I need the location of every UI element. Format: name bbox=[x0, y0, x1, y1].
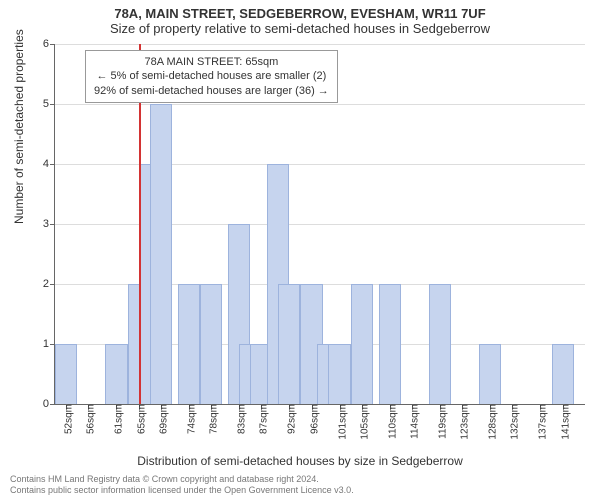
footer-line: Contains public sector information licen… bbox=[10, 485, 354, 496]
xtick-label: 52sqm bbox=[58, 404, 75, 434]
histogram-bar bbox=[351, 284, 373, 404]
annotation-line: ← 5% of semi-detached houses are smaller… bbox=[94, 69, 329, 83]
histogram-chart: 78A, MAIN STREET, SEDGEBERROW, EVESHAM, … bbox=[0, 0, 600, 500]
footer-line: Contains HM Land Registry data © Crown c… bbox=[10, 474, 354, 485]
ytick-label: 5 bbox=[29, 98, 55, 110]
histogram-bar bbox=[105, 344, 127, 404]
ytick-label: 6 bbox=[29, 38, 55, 50]
xtick-label: 83sqm bbox=[231, 404, 248, 434]
histogram-bar bbox=[429, 284, 451, 404]
xtick-label: 105sqm bbox=[353, 404, 370, 440]
xtick-label: 101sqm bbox=[331, 404, 348, 440]
histogram-bar bbox=[55, 344, 77, 404]
annotation-box: 78A MAIN STREET: 65sqm ← 5% of semi-deta… bbox=[85, 50, 338, 103]
xtick-label: 56sqm bbox=[80, 404, 97, 434]
ytick-label: 4 bbox=[29, 158, 55, 170]
xtick-label: 119sqm bbox=[431, 404, 448, 439]
xtick-label: 92sqm bbox=[281, 404, 298, 434]
chart-subtitle: Size of property relative to semi-detach… bbox=[0, 21, 600, 40]
gridline bbox=[55, 44, 585, 45]
gridline bbox=[55, 164, 585, 165]
xtick-label: 87sqm bbox=[253, 404, 270, 434]
histogram-bar bbox=[278, 284, 300, 404]
ytick-label: 2 bbox=[29, 278, 55, 290]
xtick-label: 110sqm bbox=[381, 404, 398, 439]
annotation-line: 78A MAIN STREET: 65sqm bbox=[94, 55, 329, 69]
footer-attribution: Contains HM Land Registry data © Crown c… bbox=[10, 474, 354, 496]
chart-title-address: 78A, MAIN STREET, SEDGEBERROW, EVESHAM, … bbox=[0, 0, 600, 21]
histogram-bar bbox=[200, 284, 222, 404]
xtick-label: 132sqm bbox=[504, 404, 521, 440]
xtick-label: 96sqm bbox=[303, 404, 320, 434]
annotation-line: 92% of semi-detached houses are larger (… bbox=[94, 84, 329, 98]
xtick-label: 61sqm bbox=[108, 404, 125, 434]
x-axis-label: Distribution of semi-detached houses by … bbox=[0, 454, 600, 468]
histogram-bar bbox=[379, 284, 401, 404]
y-axis-label: Number of semi-detached properties bbox=[12, 29, 26, 224]
xtick-label: 123sqm bbox=[454, 404, 471, 440]
histogram-bar bbox=[178, 284, 200, 404]
histogram-bar bbox=[552, 344, 574, 404]
ytick-label: 1 bbox=[29, 338, 55, 350]
xtick-label: 137sqm bbox=[532, 404, 549, 440]
histogram-bar bbox=[150, 104, 172, 404]
gridline bbox=[55, 224, 585, 225]
gridline bbox=[55, 104, 585, 105]
xtick-label: 74sqm bbox=[180, 404, 197, 434]
histogram-bar bbox=[328, 344, 350, 404]
xtick-label: 141sqm bbox=[554, 404, 571, 440]
xtick-label: 128sqm bbox=[482, 404, 499, 440]
ytick-label: 0 bbox=[29, 398, 55, 410]
xtick-label: 78sqm bbox=[203, 404, 220, 434]
xtick-label: 114sqm bbox=[404, 404, 421, 439]
histogram-bar bbox=[479, 344, 501, 404]
plot-area: 012345652sqm56sqm61sqm65sqm69sqm74sqm78s… bbox=[54, 44, 585, 405]
xtick-label: 65sqm bbox=[130, 404, 147, 434]
xtick-label: 69sqm bbox=[153, 404, 170, 434]
ytick-label: 3 bbox=[29, 218, 55, 230]
